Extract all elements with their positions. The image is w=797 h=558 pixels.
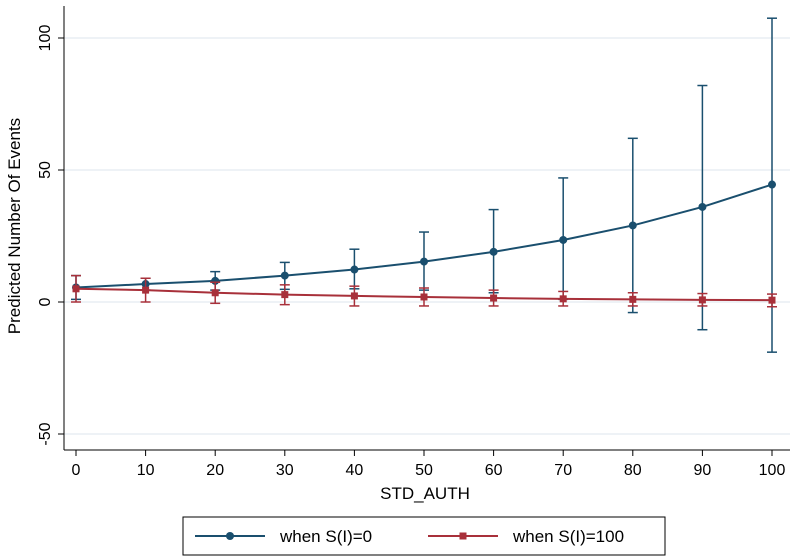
data-point: [559, 235, 568, 244]
data-point: [280, 271, 289, 280]
legend-label: when S(I)=100: [512, 527, 624, 546]
y-tick-label: 0: [37, 297, 54, 306]
data-point: [420, 257, 428, 266]
x-tick-label: 60: [485, 462, 503, 479]
data-point: [628, 221, 637, 230]
data-point: [350, 265, 359, 274]
data-point: [629, 295, 637, 303]
y-axis-title: Predicted Number Of Events: [5, 118, 24, 334]
data-point: [490, 294, 498, 302]
data-point: [768, 180, 776, 189]
axes: [63, 6, 790, 451]
data-point: [698, 202, 707, 211]
data-point: [698, 296, 706, 304]
x-tick-label: 0: [72, 462, 81, 479]
data-point: [350, 292, 358, 300]
x-axis-title: STD_AUTH: [380, 484, 470, 503]
gridlines: [64, 37, 790, 435]
data-point: [489, 247, 498, 256]
x-tick-label: 80: [624, 462, 642, 479]
y-ticks: -50 0 50 100: [37, 25, 64, 446]
legend-marker: [226, 532, 234, 540]
x-tick-label: 30: [276, 462, 294, 479]
x-tick-label: 20: [206, 462, 224, 479]
data-point: [281, 291, 289, 299]
series-1: [71, 17, 777, 353]
series-layer: [71, 17, 777, 353]
data-point: [768, 296, 776, 304]
x-tick-label: 70: [554, 462, 572, 479]
data-point: [142, 286, 150, 294]
x-tick-label: 40: [346, 462, 364, 479]
x-tick-label: 90: [694, 462, 712, 479]
legend-marker: [459, 532, 467, 540]
y-tick-label: 50: [37, 161, 54, 179]
x-tick-label: 50: [415, 462, 433, 479]
legend-label: when S(I)=0: [279, 527, 372, 546]
x-ticks: 0 10 20 30 40 50 60 70 80 90 100: [72, 450, 786, 479]
legend-item: when S(I)=100: [428, 527, 624, 546]
legend: when S(I)=0 when S(I)=100: [182, 516, 666, 556]
legend-item: when S(I)=0: [195, 527, 372, 546]
data-point: [420, 293, 428, 301]
data-point: [72, 285, 80, 293]
x-tick-label: 100: [759, 462, 786, 479]
data-point: [211, 289, 219, 297]
data-point: [559, 295, 567, 303]
y-tick-label: -50: [37, 422, 54, 445]
x-tick-label: 10: [137, 462, 155, 479]
y-tick-label: 100: [37, 25, 54, 52]
series-2: [71, 274, 777, 308]
